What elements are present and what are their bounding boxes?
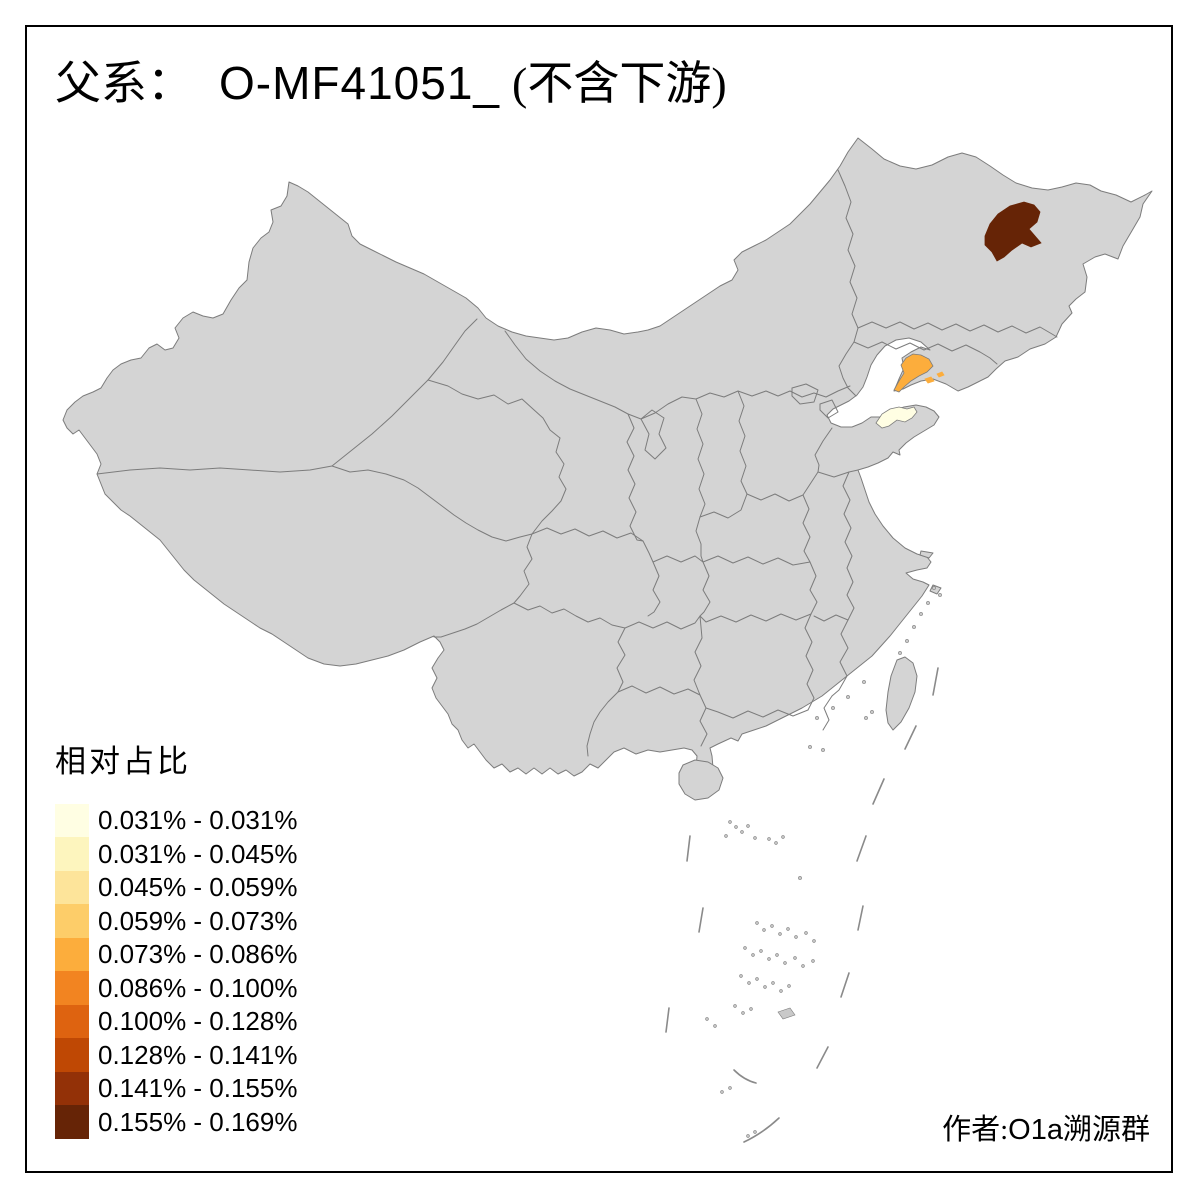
title-suffix: (不含下游) [512, 58, 727, 109]
attribution-latin: O1a [1008, 1114, 1063, 1146]
legend-label: 0.045% - 0.059% [98, 872, 298, 903]
legend-swatch [55, 904, 89, 938]
taiwan-island [885, 656, 918, 731]
legend-item: 0.031% - 0.045% [55, 837, 297, 871]
legend-swatch [55, 1004, 89, 1039]
legend: 相对占比 0.031% - 0.031% 0.031% - 0.045% 0.0… [55, 744, 297, 1139]
legend-label: 0.031% - 0.031% [98, 805, 298, 836]
nine-dash-line [665, 667, 939, 1143]
legend-title: 相对占比 [55, 744, 191, 779]
legend-swatch [55, 971, 89, 1005]
legend-swatch [55, 1071, 89, 1106]
title-haplogroup: O-MF41051_ [219, 57, 501, 109]
legend-item: 0.128% - 0.141% [55, 1038, 297, 1072]
legend-item: 0.045% - 0.059% [55, 870, 298, 905]
chongming-island [919, 550, 934, 559]
legend-swatch [55, 937, 89, 972]
highlight-region-liaodong-tip [893, 353, 934, 393]
attribution-prefix: 作者: [942, 1114, 1009, 1146]
zhoushan-island [929, 584, 942, 595]
small-islands [705, 586, 942, 1138]
legend-label: 0.155% - 0.169% [98, 1106, 298, 1137]
province-borders [96, 169, 1058, 757]
legend-label: 0.073% - 0.086% [98, 939, 298, 970]
legend-label: 0.031% - 0.045% [98, 838, 298, 869]
legend-swatch [55, 1038, 89, 1072]
legend-label: 0.086% - 0.100% [98, 972, 298, 1003]
legend-swatch [55, 870, 89, 905]
legend-item: 0.059% - 0.073% [55, 904, 297, 938]
legend-label: 0.059% - 0.073% [98, 905, 298, 936]
highlight-region-liaodong-islet [924, 371, 945, 384]
legend-item: 0.100% - 0.128% [55, 1004, 298, 1039]
china-landmass [62, 137, 1153, 801]
legend-label: 0.100% - 0.128% [98, 1006, 298, 1037]
legend-label: 0.128% - 0.141% [98, 1039, 298, 1070]
title-prefix: 父系： [55, 58, 193, 109]
attribution-suffix: 溯源群 [1062, 1114, 1150, 1146]
highlight-region-northeast [984, 201, 1042, 262]
highlighted-regions [875, 201, 1042, 429]
legend-item: 0.155% - 0.169% [55, 1105, 297, 1139]
legend-item: 0.031% - 0.031% [55, 803, 298, 838]
legend-item: 0.141% - 0.155% [55, 1071, 298, 1106]
legend-swatch [55, 837, 89, 871]
attribution: 作者:O1a溯源群 [942, 1106, 1150, 1148]
legend-swatch [55, 1105, 89, 1139]
legend-label: 0.141% - 0.155% [98, 1073, 298, 1104]
legend-item: 0.086% - 0.100% [55, 971, 297, 1005]
hainan-island [678, 759, 724, 801]
highlight-region-shandong-coast [875, 406, 918, 429]
page-title: 父系： O-MF41051_ (不含下游) [55, 56, 727, 111]
legend-item: 0.073% - 0.086% [55, 937, 298, 972]
legend-swatch [55, 803, 89, 838]
